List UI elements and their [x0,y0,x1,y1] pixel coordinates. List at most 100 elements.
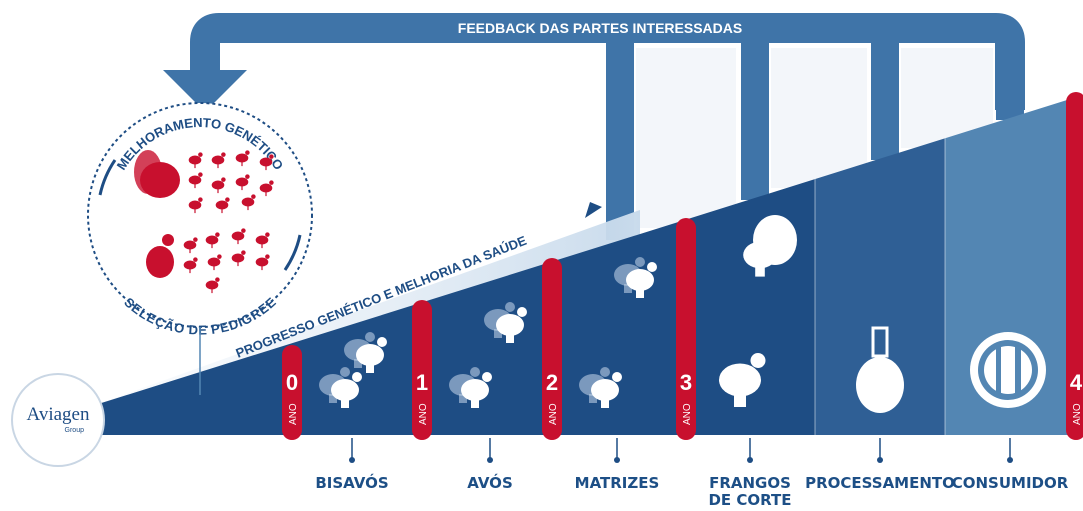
stage-label: FRANGOS [709,474,791,492]
knife [1015,345,1021,395]
year-number: 3 [680,370,692,395]
bird-head [241,250,246,255]
stage-dot [747,457,753,463]
bird-head [215,232,220,237]
stage-dot [1007,457,1013,463]
year-label: ANO [418,403,429,425]
chicken [146,246,174,278]
bird [216,201,229,210]
bird-head [245,174,250,179]
infographic: FEEDBACK DAS PARTES INTERESSADAS PROGRES… [0,0,1083,511]
bird-legs [755,266,765,277]
bird-legs [471,399,479,408]
bird-head [198,197,203,202]
bird [206,236,219,245]
bird [212,181,225,190]
year-label: ANO [288,403,299,425]
stage-dot [877,457,883,463]
year-number: 0 [286,370,298,395]
bird-body [743,242,777,268]
bird-body [356,344,384,366]
bird-head [340,367,350,377]
bird-body [331,379,359,401]
bird-head [198,172,203,177]
stage-label: AVÓS [467,473,513,492]
turkey-tail [134,150,162,194]
bird-head [217,254,222,259]
bird-legs [601,399,609,408]
bird [236,178,249,187]
bird-head [265,232,270,237]
stage-dot [487,457,493,463]
bird-head [600,367,610,377]
stage-label: CONSUMIDOR [952,474,1069,492]
bird-head [470,367,480,377]
bird-head [269,154,274,159]
bird-head [768,233,780,245]
bird-head [221,177,226,182]
bird [256,258,269,267]
chicken-head [162,234,174,246]
stage-dot [614,457,620,463]
fork [996,345,1001,395]
bird [212,156,225,165]
bird-head [251,194,256,199]
bird-head [269,180,274,185]
bird-body [496,314,524,336]
bird-head [221,152,226,157]
stage-dot [349,457,355,463]
stage-label: BISAVÓS [315,473,388,492]
bird [206,281,219,290]
bird [189,176,202,185]
bird-head [198,152,203,157]
bird-head [265,254,270,259]
bird-legs [636,289,644,298]
year-label: ANO [548,403,559,425]
bird-head [365,332,375,342]
bird-legs [506,334,514,343]
bird-body [591,379,619,401]
bird [260,158,273,167]
bird [189,201,202,210]
year-label: ANO [1072,403,1083,425]
stage-label: MATRIZES [575,474,660,492]
bird [260,184,273,193]
bird-head [241,228,246,233]
bird-head [193,237,198,242]
bird-body [626,269,654,291]
bird-body [461,379,489,401]
bird [236,154,249,163]
bird-head [505,302,515,312]
feedback-label: FEEDBACK DAS PARTES INTERESSADAS [458,20,742,36]
bird [232,232,245,241]
bird-head [635,257,645,267]
bird-legs [341,399,349,408]
bird [184,241,197,250]
year-number: 1 [416,370,428,395]
bird-legs [366,364,374,373]
bird-body [719,364,761,397]
year-number: 4 [1070,370,1083,395]
bird-head [245,150,250,155]
bird-legs [734,394,746,408]
bird [189,156,202,165]
bird-head [482,372,492,382]
plate-core [984,346,1032,394]
bird-head [225,197,230,202]
logo-sub: Group [65,427,85,434]
bird [184,261,197,270]
breeding-circle [88,103,312,327]
bird-head [647,262,657,272]
bird-head [352,372,362,382]
bird-head [193,257,198,262]
bird-head [517,307,527,317]
stage-label: PROCESSAMENTO [805,474,955,492]
carcass [856,357,904,413]
bird [242,198,255,207]
bird [232,254,245,263]
progress-arrowhead [585,202,602,218]
bird-head [612,372,622,382]
logo-name: Aviagen [27,404,90,425]
stage-label: DE CORTE [708,491,791,509]
